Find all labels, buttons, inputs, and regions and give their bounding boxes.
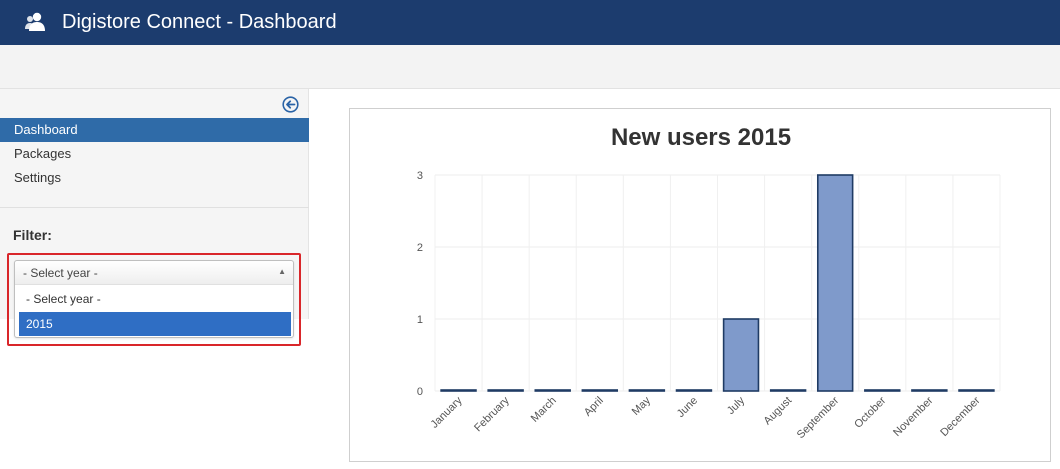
users-icon — [25, 12, 45, 31]
year-option-none[interactable]: - Select year - — [26, 292, 101, 306]
sidebar-item-settings[interactable]: Settings — [14, 170, 61, 185]
app-header: Digistore Connect - Dashboard — [0, 0, 1060, 45]
x-tick-label: November — [891, 394, 936, 439]
year-select-current[interactable]: - Select year - ▲ — [15, 261, 293, 285]
chart-panel: New users 2015 0 1 2 3 January February March A… — [349, 108, 1051, 462]
bar-october — [864, 389, 901, 392]
chevron-up-icon: ▲ — [278, 267, 286, 276]
sidebar-divider — [0, 207, 309, 208]
x-tick-label: June — [675, 395, 700, 420]
x-tick-label: July — [725, 394, 748, 417]
bar-february — [487, 389, 524, 392]
y-tick-label: 1 — [417, 314, 423, 326]
toolbar — [0, 45, 1060, 89]
x-tick-label: March — [529, 395, 559, 425]
bar-july — [722, 318, 760, 392]
chart-title: New users 2015 — [611, 124, 791, 151]
x-tick-label: May — [630, 394, 654, 418]
x-tick-label: September — [795, 394, 842, 441]
bar-september — [816, 174, 854, 392]
bar-january — [440, 389, 477, 392]
bar-august — [769, 389, 807, 392]
x-tick-label: December — [938, 394, 983, 439]
x-tick-label: February — [472, 394, 512, 434]
x-tick-label: April — [582, 395, 606, 419]
year-option-2015[interactable]: 2015 — [19, 312, 291, 336]
bar-april — [581, 389, 619, 392]
new-users-chart: New users 2015 0 1 2 3 January February March A… — [417, 124, 1001, 441]
year-select[interactable]: - Select year - ▲ - Select year - 2015 — [14, 260, 294, 338]
year-select-value: - Select year - — [23, 266, 98, 280]
x-tick-label: August — [762, 395, 795, 428]
sidebar-item-dashboard[interactable]: Dashboard — [0, 118, 309, 142]
y-tick-label: 3 — [417, 170, 423, 182]
bar-december — [958, 389, 995, 392]
sidebar-nav: Dashboard Packages Settings — [0, 118, 309, 190]
y-tick-label: 2 — [417, 242, 423, 254]
bar-june — [675, 389, 713, 392]
y-tick-label: 0 — [417, 386, 423, 398]
filter-label: Filter: — [13, 227, 52, 243]
x-tick-label: October — [852, 394, 888, 430]
app-title: Digistore Connect - Dashboard — [62, 11, 337, 33]
sidebar-item-packages[interactable]: Packages — [14, 146, 72, 161]
x-tick-label: January — [429, 394, 466, 431]
arrow-left-circle-icon[interactable] — [282, 96, 299, 113]
bar-may — [628, 389, 666, 392]
bar-march — [534, 389, 571, 392]
bar-november — [911, 389, 948, 392]
highlight-box: - Select year - ▲ - Select year - 2015 — [7, 253, 301, 346]
